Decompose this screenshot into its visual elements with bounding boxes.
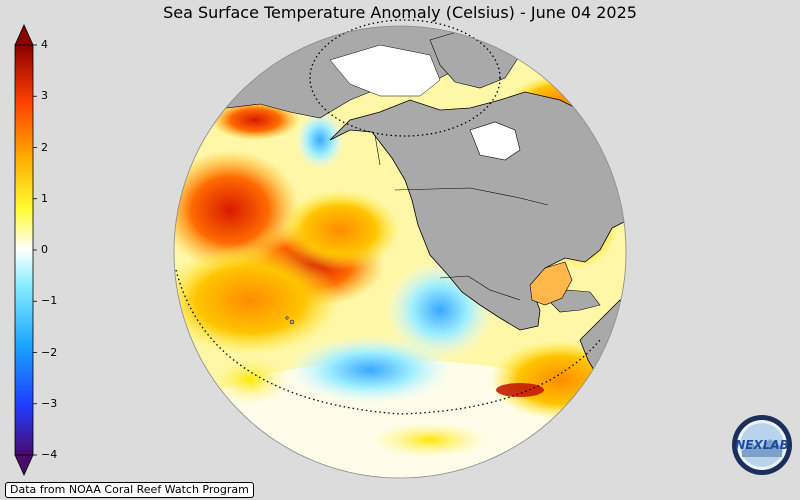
gulf-of-mexico: [529, 261, 573, 306]
colorbar-tick-label: 2: [41, 140, 48, 154]
globe-outline: [173, 25, 627, 479]
colorbar-tick-label: 1: [41, 191, 48, 205]
colorbar-tick-label: −4: [41, 448, 58, 461]
svg-text:NEXLAB: NEXLAB: [735, 438, 789, 452]
hudson-bay: [469, 121, 521, 161]
colorbar-tick-label: −2: [41, 345, 58, 359]
border-alaska: [374, 134, 381, 166]
colorbar-tick-label: 4: [41, 38, 48, 51]
data-source-label: Data from NOAA Coral Reef Watch Program: [5, 482, 254, 498]
arctic-ocean-patch: [329, 44, 441, 97]
colorbar: [14, 24, 37, 476]
colorbar-tick-label: 3: [41, 89, 48, 103]
hawaii-islands: [289, 319, 295, 325]
map-title: Sea Surface Temperature Anomaly (Celsius…: [163, 3, 637, 22]
colorbar-min-extend: [14, 454, 34, 476]
arctic-circle: [309, 19, 501, 137]
colorbar-tick-label: 0: [41, 243, 48, 256]
colorbar-tick-label: −1: [41, 294, 58, 308]
globe-surface: [174, 26, 626, 478]
colorbar-tick-label: −3: [41, 396, 58, 410]
nexlab-logo: NEXLAB: [732, 415, 792, 475]
border-us-canada: [394, 187, 549, 206]
border-us-mexico: [439, 275, 521, 301]
